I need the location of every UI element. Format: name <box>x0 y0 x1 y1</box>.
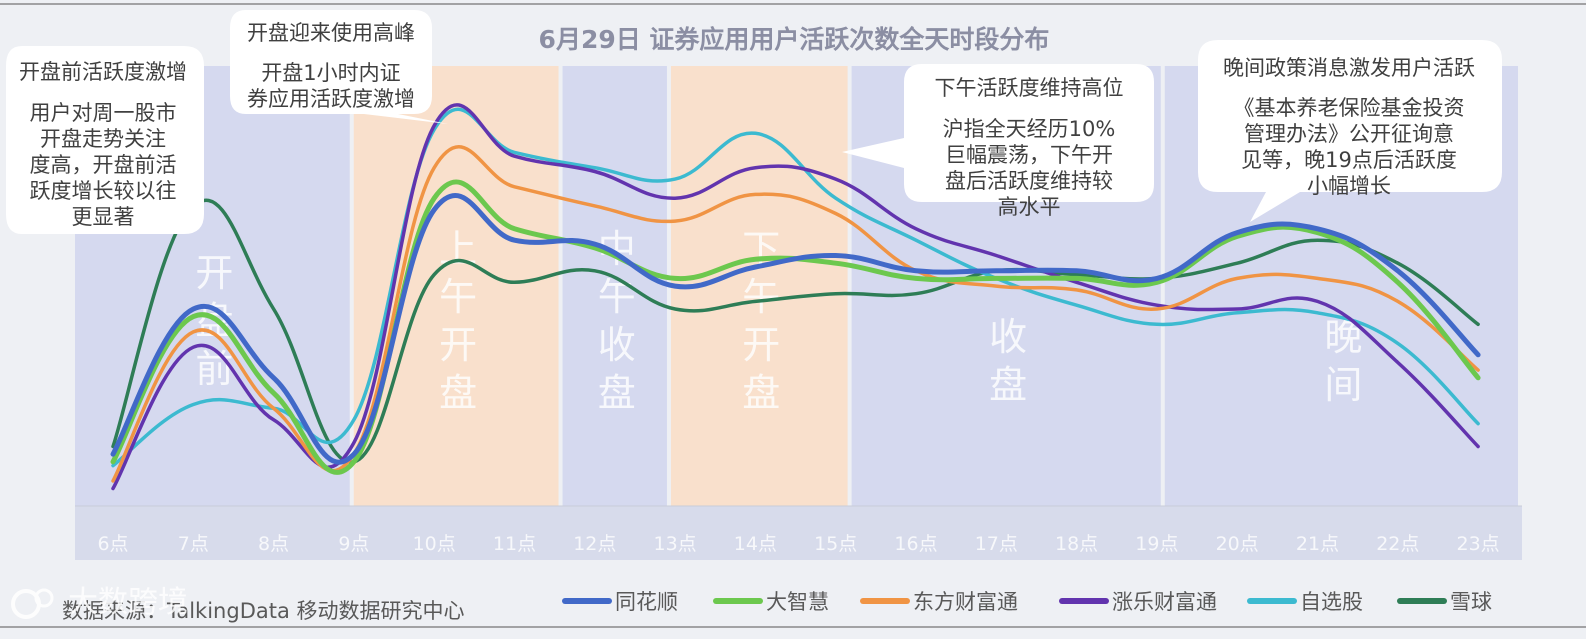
legend-label: 大智慧 <box>766 590 829 614</box>
callout-afternoon: 下午活跃度维持高位 沪指全天经历10% 巨幅震荡，下午开 盘后活跃度维持较 高水… <box>842 64 1154 219</box>
callout-evening-line: 管理办法》公开征询意 <box>1244 122 1454 146</box>
x-tick-label: 10点 <box>413 533 456 555</box>
x-axis-strip <box>75 506 1522 560</box>
legend-label: 同花顺 <box>615 590 678 614</box>
callout-afternoon-line: 盘后活跃度维持较 <box>945 169 1113 193</box>
legend-label: 涨乐财富通 <box>1112 590 1217 614</box>
callout-evening-line: 小幅增长 <box>1307 174 1391 198</box>
series-lines <box>110 103 1481 491</box>
band-label-char: 开 <box>195 251 233 295</box>
watermark-logo <box>11 588 54 619</box>
callout-premarket: 开盘前活跃度激增 用户对周一股市 开盘走势关注 度高，开盘前活 跃度增长较以往 … <box>6 46 204 234</box>
legend-label: 自选股 <box>1300 590 1363 614</box>
band-label-char: 盘 <box>439 371 477 415</box>
x-tick-label: 8点 <box>258 533 289 555</box>
legend-label: 雪球 <box>1450 590 1492 614</box>
x-axis-ticks: 6点 7点 8点 9点 10点 11点 12点 13点 14点 15点 16点 17点 18点 19点 20… <box>97 533 1499 555</box>
series-line-1 <box>110 179 1481 475</box>
callout-premarket-line: 用户对周一股市 <box>30 101 177 125</box>
source-text: 数据来源：TalkingData 移动数据研究中心 <box>62 599 465 623</box>
callout-afternoon-line: 高水平 <box>998 195 1061 219</box>
x-tick-label: 15点 <box>814 533 857 555</box>
band-label-char: 盘 <box>989 363 1027 407</box>
watermark-ring-icon <box>34 588 54 608</box>
callout-afternoon-line: 巨幅震荡，下午开 <box>945 143 1113 167</box>
x-tick-label: 12点 <box>573 533 616 555</box>
band-label-char: 盘 <box>598 371 636 415</box>
callout-opening-peak: 开盘迎来使用高峰 开盘1小时内证 券应用活跃度激增 <box>230 10 448 124</box>
band-label-char: 午 <box>439 275 477 319</box>
band-3 <box>670 66 848 560</box>
callout-premarket-title: 开盘前活跃度激增 <box>19 60 187 84</box>
callout-evening-title: 晚间政策消息激发用户活跃 <box>1223 56 1475 80</box>
x-tick-label: 16点 <box>894 533 937 555</box>
band-label-char: 盘 <box>742 371 780 415</box>
band-label-char: 午 <box>742 275 780 319</box>
series-line-2 <box>111 145 1480 483</box>
legend-label: 东方财富通 <box>913 590 1018 614</box>
x-tick-label: 18点 <box>1055 533 1098 555</box>
callout-premarket-line: 跃度增长较以往 <box>30 179 177 203</box>
x-tick-label: 19点 <box>1135 533 1178 555</box>
x-tick-label: 20点 <box>1216 533 1259 555</box>
band-label-char: 收 <box>598 323 636 367</box>
x-tick-label: 7点 <box>178 533 209 555</box>
x-tick-label: 23点 <box>1457 533 1500 555</box>
series-line-0 <box>110 192 1481 465</box>
callout-evening: 晚间政策消息激发用户活跃 《基本养老保险基金投资 管理办法》公开征询意 见等，晚… <box>1198 40 1502 222</box>
legend: 同花顺 大智慧 东方财富通 涨乐财富通 自选股 雪球 <box>562 590 1492 614</box>
x-tick-label: 13点 <box>654 533 697 555</box>
callout-evening-line: 见等，晚19点后活跃度 <box>1241 148 1457 172</box>
x-tick-label: 17点 <box>975 533 1018 555</box>
x-tick-label: 21点 <box>1296 533 1339 555</box>
callout-afternoon-title: 下午活跃度维持高位 <box>935 76 1124 100</box>
band-label-char: 前 <box>195 347 233 391</box>
callout-premarket-line: 更显著 <box>72 205 135 229</box>
x-tick-label: 9点 <box>338 533 369 555</box>
callout-evening-line: 《基本养老保险基金投资 <box>1234 96 1465 120</box>
callout-premarket-line: 开盘走势关注 <box>40 127 166 151</box>
band-label-char: 开 <box>742 323 780 367</box>
band-label-char: 午 <box>598 275 636 319</box>
band-label-char: 收 <box>989 315 1027 359</box>
callout-opening-title: 开盘迎来使用高峰 <box>247 21 415 45</box>
band-label-char: 开 <box>439 323 477 367</box>
callout-opening-line: 开盘1小时内证 <box>261 61 400 85</box>
series-line-4 <box>111 107 1480 468</box>
chart-title: 6月29日 证券应用用户活跃次数全天时段分布 <box>539 25 1050 54</box>
series-line-5 <box>111 198 1480 464</box>
x-tick-label: 11点 <box>493 533 536 555</box>
x-tick-label: 22点 <box>1376 533 1419 555</box>
callout-afternoon-line: 沪指全天经历10% <box>943 117 1116 141</box>
watermark-text: 大数跨境 <box>68 585 188 620</box>
callout-premarket-line: 度高，开盘前活 <box>30 153 177 177</box>
x-tick-label: 6点 <box>97 533 128 555</box>
callout-opening-line: 券应用活跃度激增 <box>247 87 415 111</box>
band-label-char: 间 <box>1324 363 1362 407</box>
band-2 <box>562 66 667 560</box>
x-tick-label: 14点 <box>734 533 777 555</box>
